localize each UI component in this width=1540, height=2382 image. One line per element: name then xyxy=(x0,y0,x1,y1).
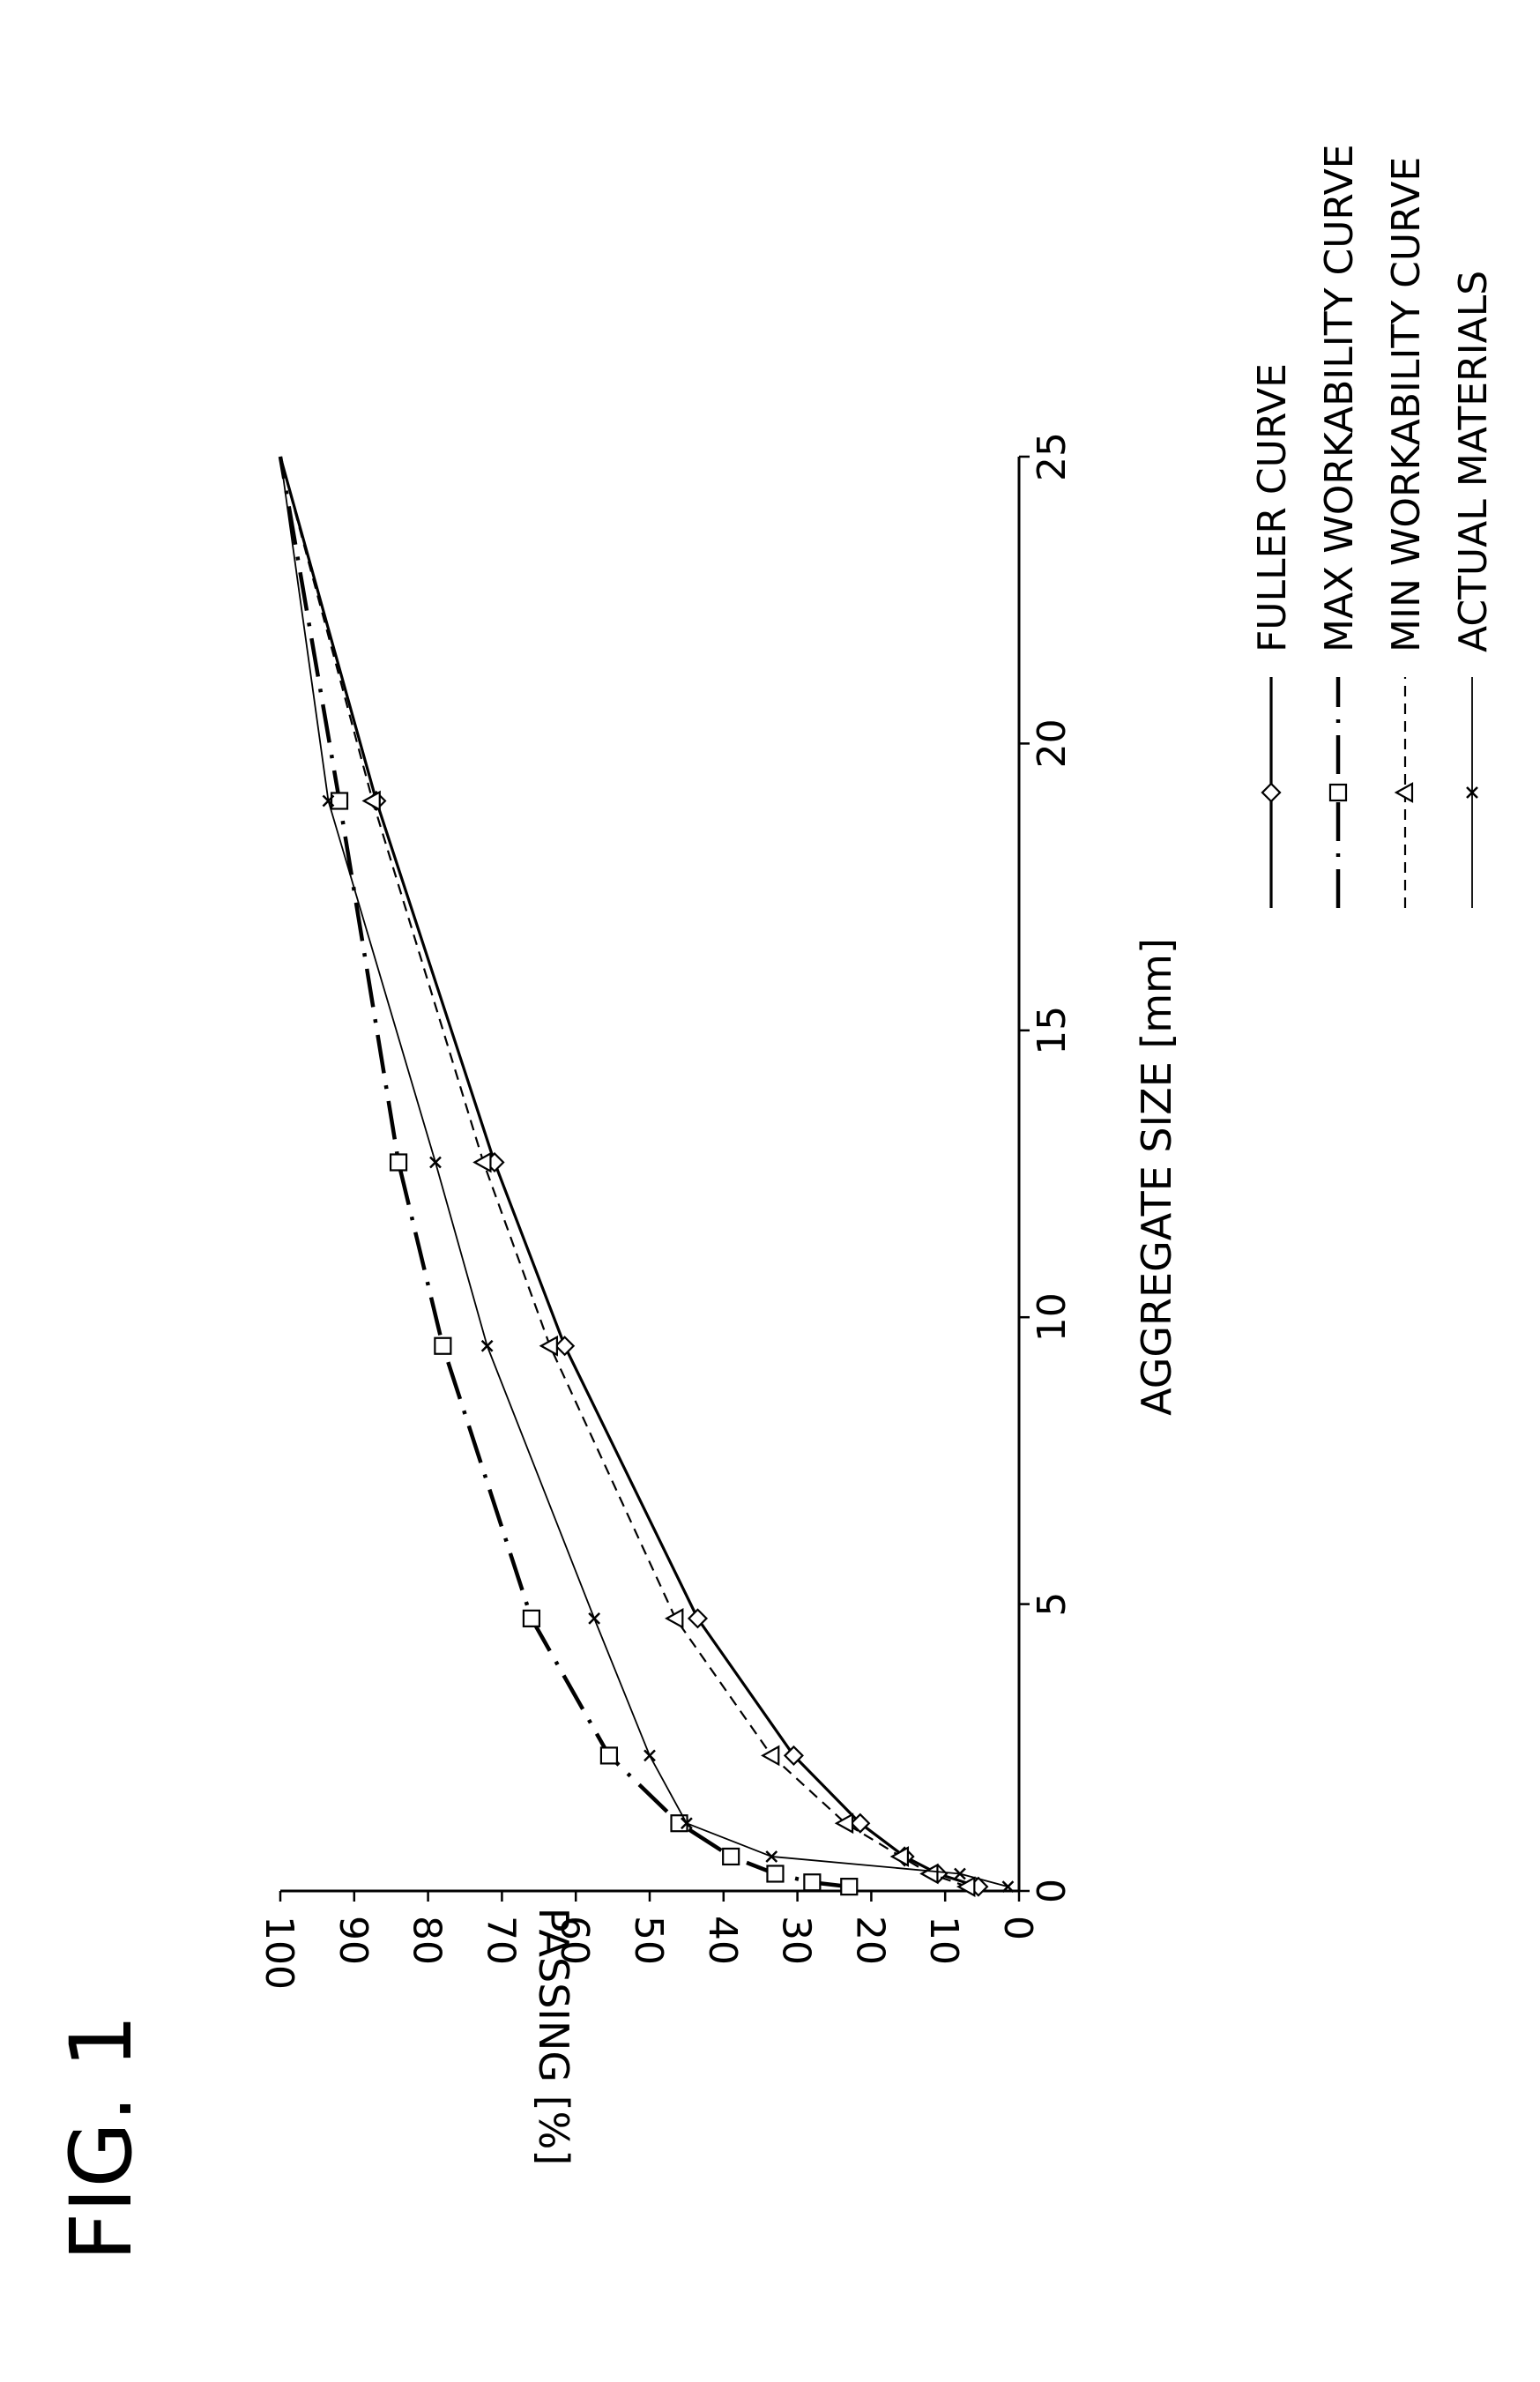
data-point xyxy=(834,1813,854,1835)
data-point xyxy=(522,1609,541,1627)
data-point xyxy=(389,1153,408,1172)
data-point xyxy=(644,1749,656,1762)
data-point xyxy=(681,1817,693,1830)
legend-marker xyxy=(1328,783,1348,802)
data-point xyxy=(1001,1880,1015,1894)
data-point xyxy=(919,1863,939,1885)
legend-item: MAX WORKABILITY CURVE xyxy=(1317,145,1362,908)
y-axis-label: PASSING [%] xyxy=(530,1908,577,2166)
data-point xyxy=(429,1156,442,1169)
y-tick-label: 30 xyxy=(774,1916,819,1965)
data-point xyxy=(840,1878,859,1896)
data-point xyxy=(599,1746,619,1765)
data-point xyxy=(554,1336,576,1357)
legend-item: MIN WORKABILITY CURVE xyxy=(1384,157,1429,908)
plot-area: 0 5 10 15 20 25 0 10 20 30 40 50 60 70 80 90 100 xyxy=(257,432,1075,1990)
x-tick-label: 0 xyxy=(1030,1879,1075,1903)
y-tick-label: 90 xyxy=(331,1916,376,1965)
data-point xyxy=(783,1745,804,1766)
legend-label: MIN WORKABILITY CURVE xyxy=(1384,157,1429,652)
data-point xyxy=(330,792,349,810)
legend-marker xyxy=(1466,786,1478,799)
x-tick-label: 25 xyxy=(1030,432,1075,481)
y-tick-label: 0 xyxy=(995,1916,1040,1940)
legend-label: FULLER CURVE xyxy=(1250,363,1295,652)
series-2 xyxy=(278,456,859,1896)
data-point xyxy=(956,1876,976,1897)
data-point xyxy=(361,790,381,812)
legend-marker xyxy=(1261,782,1282,803)
data-point xyxy=(539,1335,558,1357)
legend-item: ACTUAL MATERIALS xyxy=(1451,271,1496,908)
data-point xyxy=(765,1850,778,1863)
x-axis-label: AGGREGATE SIZE [mm] xyxy=(1133,938,1180,1416)
data-point xyxy=(670,1814,688,1833)
series-4 xyxy=(279,456,1015,1894)
data-point xyxy=(665,1608,684,1629)
data-point xyxy=(472,1151,492,1173)
data-point xyxy=(761,1745,780,1767)
y-tick-label: 10 xyxy=(921,1916,966,1965)
legend-label: ACTUAL MATERIALS xyxy=(1451,271,1496,652)
data-point xyxy=(588,1612,601,1625)
series-line xyxy=(279,456,979,1888)
x-tick-label: 5 xyxy=(1030,1592,1075,1617)
legend-item: FULLER CURVE xyxy=(1250,363,1295,908)
series-line xyxy=(278,456,850,1889)
legend: FULLER CURVE MAX WORKABILITY CURVE MIN WOR… xyxy=(1250,145,1496,908)
x-tick-label: 10 xyxy=(1030,1292,1075,1342)
data-point xyxy=(480,1339,494,1352)
y-tick-label: 70 xyxy=(478,1916,523,1965)
series-line xyxy=(279,456,1008,1887)
data-point xyxy=(954,1867,966,1880)
figure-label: FIG. 1 xyxy=(52,2014,151,2261)
legend-label: MAX WORKABILITY CURVE xyxy=(1317,145,1362,652)
legend-marker xyxy=(1394,782,1414,803)
series-1 xyxy=(279,456,989,1897)
data-point xyxy=(687,1608,709,1629)
data-point xyxy=(889,1846,910,1867)
data-point xyxy=(722,1847,740,1866)
x-tick-label: 15 xyxy=(1030,1006,1075,1055)
data-point xyxy=(434,1336,452,1355)
series-line xyxy=(279,456,968,1888)
y-tick-label: 60 xyxy=(552,1916,597,1965)
data-point xyxy=(850,1813,871,1834)
x-tick-label: 20 xyxy=(1030,718,1075,768)
y-tick-label: 80 xyxy=(405,1916,450,1965)
series-3 xyxy=(279,456,976,1897)
y-tick-label: 50 xyxy=(626,1916,671,1965)
y-tick-label: 40 xyxy=(700,1916,745,1965)
data-point xyxy=(803,1873,822,1892)
y-tick-label: 20 xyxy=(847,1916,892,1965)
y-tick-label: 100 xyxy=(257,1916,301,1990)
data-point xyxy=(766,1865,785,1883)
data-point xyxy=(322,794,335,808)
